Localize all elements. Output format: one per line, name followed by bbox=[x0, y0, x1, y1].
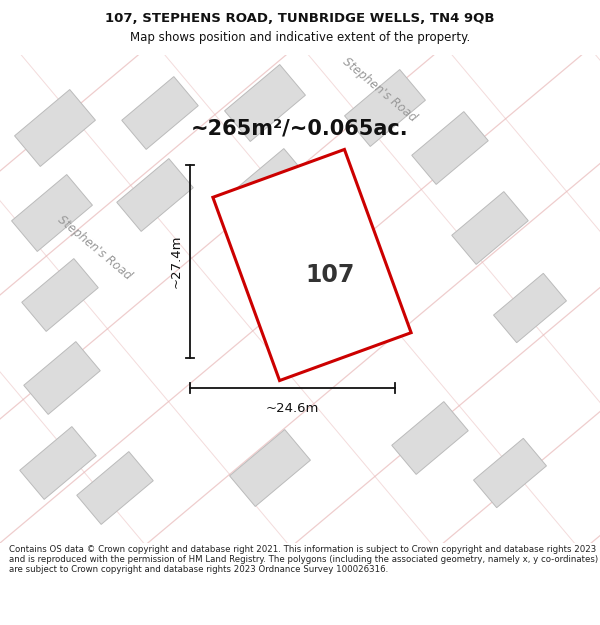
Polygon shape bbox=[11, 174, 92, 251]
Polygon shape bbox=[473, 438, 547, 508]
Text: ~24.6m: ~24.6m bbox=[266, 401, 319, 414]
Text: ~265m²/~0.065ac.: ~265m²/~0.065ac. bbox=[191, 118, 409, 138]
Polygon shape bbox=[20, 427, 96, 499]
Polygon shape bbox=[344, 69, 425, 146]
Polygon shape bbox=[77, 452, 153, 524]
Polygon shape bbox=[232, 149, 308, 221]
Text: ~27.4m: ~27.4m bbox=[170, 235, 182, 288]
Polygon shape bbox=[230, 429, 310, 506]
Polygon shape bbox=[412, 112, 488, 184]
Polygon shape bbox=[213, 149, 411, 381]
Polygon shape bbox=[22, 259, 98, 331]
Text: 107: 107 bbox=[305, 263, 355, 287]
Polygon shape bbox=[392, 402, 468, 474]
Text: Contains OS data © Crown copyright and database right 2021. This information is : Contains OS data © Crown copyright and d… bbox=[9, 544, 598, 574]
Polygon shape bbox=[494, 273, 566, 342]
Polygon shape bbox=[14, 89, 95, 166]
Text: Stephen's Road: Stephen's Road bbox=[55, 213, 134, 282]
Text: Stephen's Road: Stephen's Road bbox=[340, 56, 419, 124]
Text: 107, STEPHENS ROAD, TUNBRIDGE WELLS, TN4 9QB: 107, STEPHENS ROAD, TUNBRIDGE WELLS, TN4… bbox=[105, 11, 495, 24]
Polygon shape bbox=[452, 192, 528, 264]
Polygon shape bbox=[24, 342, 100, 414]
Polygon shape bbox=[224, 64, 305, 141]
Polygon shape bbox=[122, 77, 198, 149]
Text: Map shows position and indicative extent of the property.: Map shows position and indicative extent… bbox=[130, 31, 470, 44]
Polygon shape bbox=[117, 159, 193, 231]
